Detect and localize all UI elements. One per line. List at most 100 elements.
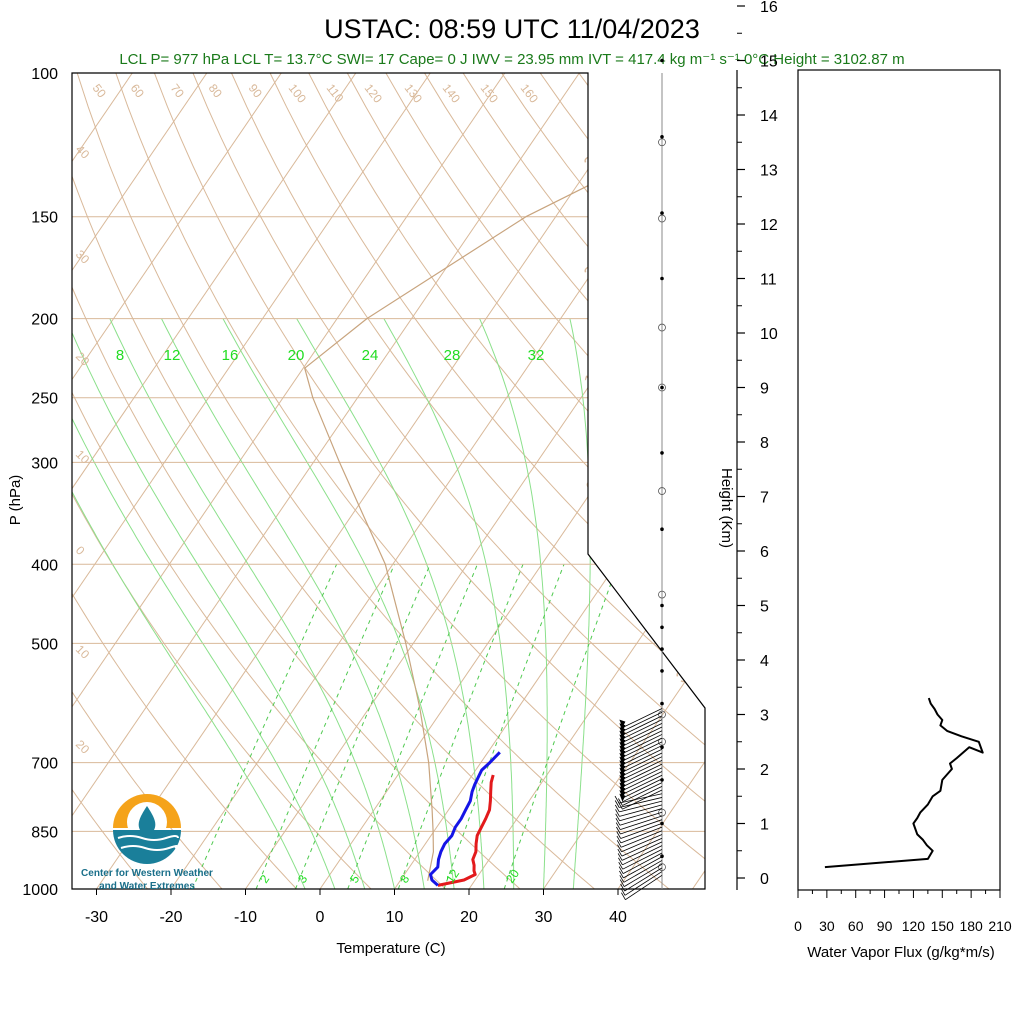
wind-barb-shaft: [620, 823, 663, 839]
wind-barb-feather: [615, 818, 621, 826]
height-tick-label: 14: [760, 108, 778, 125]
temperature-tick-label: 40: [609, 909, 627, 926]
wind-barb-shaft: [622, 774, 663, 795]
moist-adiabat-line: [479, 318, 548, 889]
pressure-tick-label: 500: [31, 636, 58, 653]
wind-barb-shaft: [618, 793, 663, 804]
wind-barb-shaft: [621, 841, 663, 861]
pressure-tick-label: 300: [31, 455, 58, 472]
dry-adiabat-line: [578, 73, 705, 889]
wind-barb-shaft: [622, 767, 663, 788]
moist-adiabat-label: 8: [116, 347, 124, 364]
temperature-profile-line: [437, 774, 495, 887]
water-vapor-flux-panel: 0 30 60 90 120 150 180 210 Water Vapor Flux (g/k…: [794, 69, 1012, 961]
wind-barb-shaft: [621, 837, 663, 857]
height-tick-label: 5: [760, 599, 769, 616]
logo-line-1: Center for Western Weather: [81, 868, 213, 879]
wind-barb-shaft: [622, 748, 663, 769]
dry-adiabat-label: 80: [206, 81, 225, 100]
wind-calm-circle: [658, 710, 666, 719]
isotherm-line: [394, 73, 705, 889]
flux-tick-label: 180: [959, 918, 983, 934]
wind-level-dot: [660, 669, 664, 673]
isotherm-label-left: 40: [73, 142, 93, 162]
dry-adiabat-line: [72, 73, 163, 889]
wind-level-dot: [660, 451, 664, 455]
wind-barb-shaft: [622, 715, 663, 736]
moist-adiabat-label: 20: [288, 347, 305, 364]
flux-tick-label: 120: [902, 918, 926, 934]
wind-barb-feather: [616, 826, 621, 835]
wind-barb-feather: [616, 835, 622, 844]
wind-barb-feather: [616, 831, 622, 839]
flux-axis-label: Water Vapor Flux (g/kg*m/s): [807, 944, 995, 961]
height-tick-label: 3: [760, 708, 769, 725]
isotherm-line: [543, 73, 705, 889]
moist-adiabat-label: 24: [362, 347, 379, 364]
dry-adiabat-line: [72, 73, 465, 889]
wind-barb-shaft: [624, 867, 663, 892]
moist-adiabat-line: [296, 318, 485, 889]
wind-barb-feather: [618, 798, 623, 806]
isotherm-line: [72, 73, 357, 889]
pressure-tick-label: 850: [31, 824, 58, 841]
isotherm-label-right: 20: [580, 256, 607, 283]
wind-calm-circle: [658, 487, 666, 495]
height-tick-label: 6: [760, 544, 769, 561]
logo-line-2: and Water Extremes: [99, 881, 195, 892]
isotherm-label-right: 10: [596, 551, 623, 578]
wind-barb-shaft: [620, 826, 663, 844]
temperature-tick-label: 10: [386, 909, 404, 926]
dry-adiabat-label: 70: [168, 81, 187, 100]
wind-column: [614, 58, 666, 901]
wind-barb-shaft: [622, 745, 663, 766]
wind-level-dot: [660, 385, 664, 390]
pressure-tick-label: 1000: [22, 882, 58, 899]
dry-adiabat-line: [462, 73, 705, 889]
chart-title: USTAC: 08:59 UTC 11/04/2023: [324, 14, 700, 44]
flux-tick-label: 210: [988, 918, 1012, 934]
temperature-tick-label: 30: [535, 909, 553, 926]
moist-adiabat-label: 28: [444, 347, 461, 364]
dry-adiabat-line: [772, 73, 1024, 906]
dry-adiabat-line: [192, 73, 705, 889]
wind-barb-shaft: [622, 756, 663, 777]
wind-barb-shaft: [622, 778, 663, 799]
height-tick-label: 4: [760, 653, 769, 670]
wind-barb-feather: [618, 862, 624, 870]
logo-wave-icon-2: [120, 845, 178, 851]
moist-adiabat-label: 16: [222, 347, 239, 364]
wind-calm-circle: [658, 863, 666, 871]
wind-barb-shaft: [622, 730, 663, 751]
dry-adiabat-line: [76, 73, 692, 889]
wind-barb-shaft: [621, 834, 663, 853]
wind-barb-shaft: [622, 752, 663, 773]
dry-adiabat-line: [72, 73, 314, 889]
wind-barb-shaft: [622, 852, 663, 874]
moist-adiabat-line: [72, 318, 366, 889]
temperature-tick-label: 20: [460, 909, 478, 926]
pressure-tick-label: 150: [31, 210, 58, 227]
dewpoint-profile-line: [429, 751, 501, 887]
temperature-tick-label: 0: [316, 909, 325, 926]
wind-level-dot: [660, 625, 664, 630]
height-tick-label: 12: [760, 217, 778, 234]
wind-barb-shaft: [623, 856, 663, 879]
wind-level-dot: [660, 647, 664, 651]
wind-level-dot: [660, 527, 664, 531]
isotherm-line: [170, 73, 705, 889]
isotherm-line: [767, 73, 1024, 889]
wind-barb-shaft: [621, 830, 663, 848]
mixing-ratio-line: [255, 564, 395, 889]
moist-adiabat-line: [109, 318, 395, 889]
dry-adiabat-line: [346, 73, 705, 889]
flux-profile-line: [824, 697, 984, 869]
moist-adiabat-line: [72, 318, 306, 889]
height-tick-label: 10: [760, 326, 778, 343]
wind-barb-shaft: [619, 804, 663, 817]
height-tick-label: 7: [760, 490, 769, 507]
wind-calm-circle: [658, 590, 666, 599]
wind-barb-shaft: [622, 789, 663, 810]
